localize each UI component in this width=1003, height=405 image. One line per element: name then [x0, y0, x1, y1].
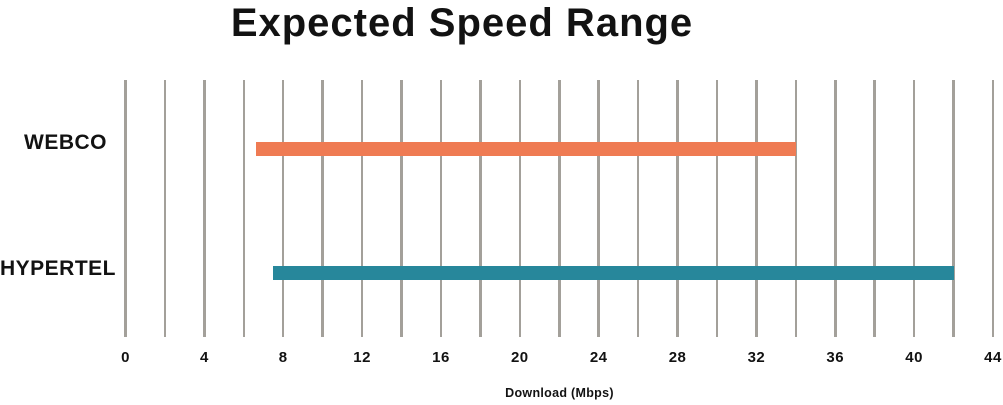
gridline: [518, 80, 522, 337]
bar-webco: [255, 142, 796, 156]
x-tick-label: 24: [589, 349, 608, 366]
gridline: [755, 80, 758, 337]
gridline: [952, 80, 955, 337]
x-tick-label: 32: [747, 349, 766, 366]
gridline: [163, 80, 167, 337]
gridline: [360, 80, 364, 337]
x-axis-title: Download (Mbps): [505, 386, 614, 400]
x-tick-label: 28: [668, 349, 687, 366]
gridline: [281, 80, 285, 337]
gridline: [912, 80, 916, 337]
gridline: [400, 80, 403, 337]
gridline: [558, 80, 561, 337]
gridline: [479, 80, 482, 337]
gridline: [321, 80, 324, 337]
gridline: [439, 80, 443, 337]
gridline: [834, 80, 837, 337]
bar-hypertel: [273, 266, 954, 280]
x-tick-label: 0: [121, 349, 130, 366]
x-tick-label: 44: [984, 349, 1002, 366]
gridline: [676, 80, 679, 337]
x-tick-label: 8: [278, 349, 288, 366]
x-tick-label: 40: [905, 349, 923, 366]
gridline: [636, 80, 640, 337]
x-tick-label: 12: [353, 349, 371, 366]
chart-title: Expected Speed Range: [230, 1, 694, 45]
x-tick-label: 16: [432, 349, 450, 366]
gridline: [873, 80, 876, 337]
x-tick-label: 20: [510, 349, 529, 366]
gridline: [242, 80, 246, 337]
category-label-hypertel: HYPERTEL: [0, 257, 117, 280]
x-tick-label: 36: [826, 349, 845, 366]
gridline: [991, 80, 995, 337]
x-tick-label: 4: [199, 349, 209, 366]
gridline: [124, 80, 127, 337]
gridline: [715, 80, 719, 337]
category-label-webco: WEBCO: [24, 131, 107, 154]
gridline: [794, 80, 798, 337]
gridline: [597, 80, 600, 337]
gridline: [203, 80, 206, 337]
